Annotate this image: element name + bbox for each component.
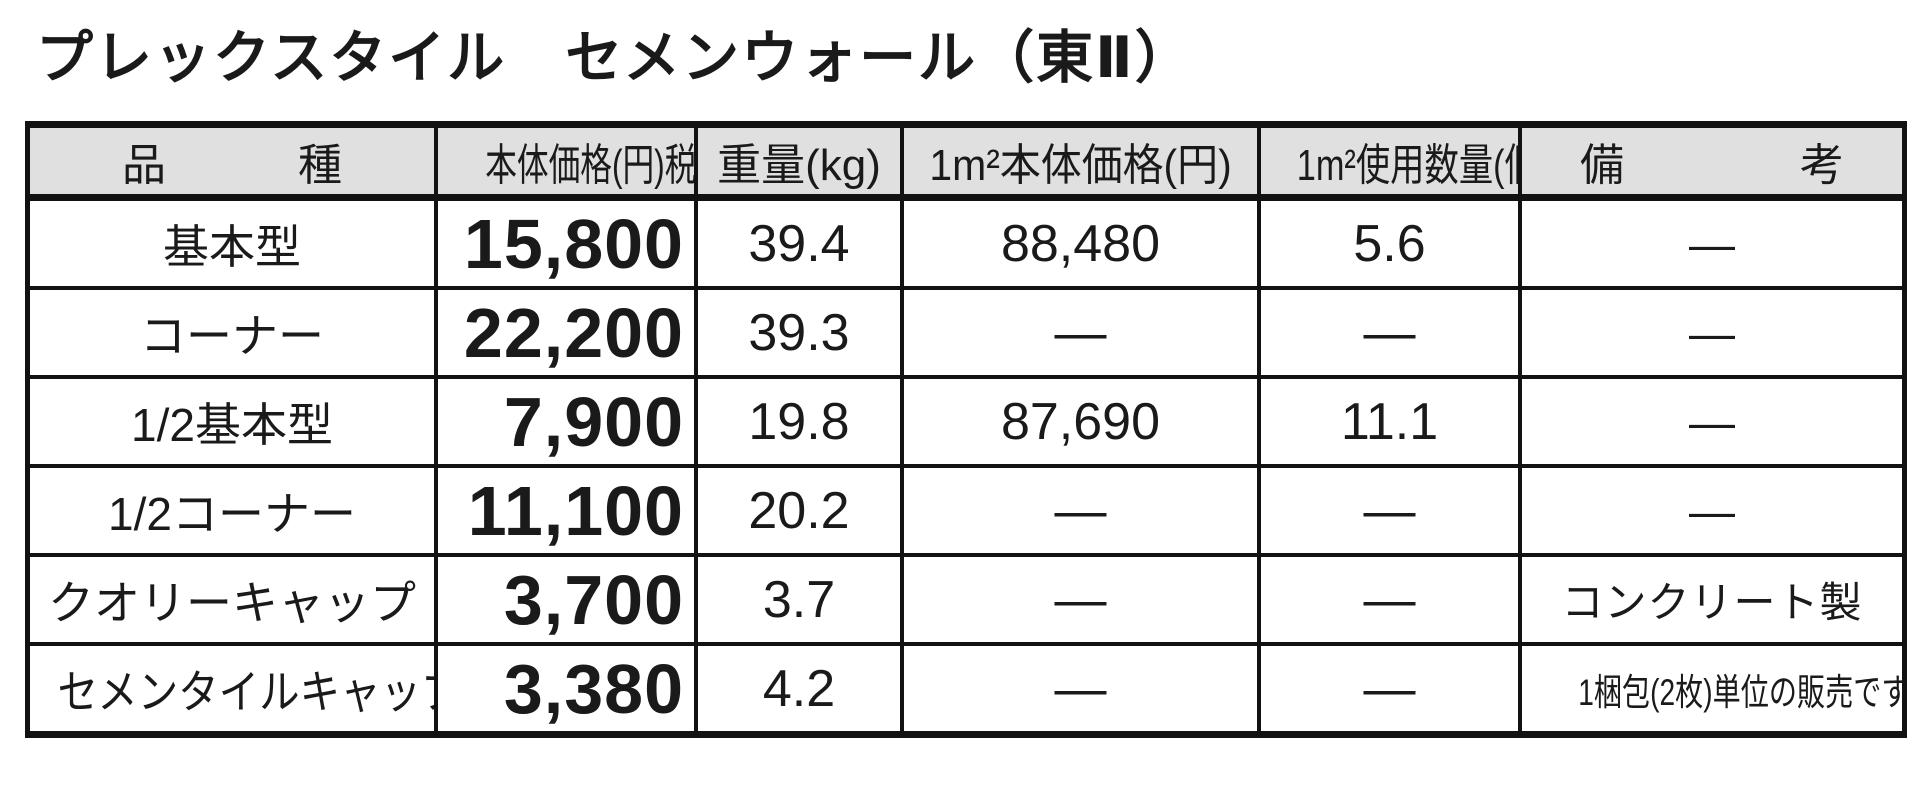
table-row-basic: 基本型 15,800 39.4 88,480 5.6 — (30, 197, 1902, 288)
header-weight-label: 重量(kg) (717, 141, 881, 190)
weight-cell: 39.3 (694, 286, 902, 377)
item-name-cell: 1/2基本型 (30, 375, 436, 466)
price-per-m2-cell: — (900, 286, 1259, 377)
header-price-per-m2: 1m²本体価格(円) (900, 128, 1259, 201)
page-title: プレックスタイル セメンウォール（東Ⅱ） (36, 26, 1194, 90)
header-row: 品 種 本体価格(円)税別 重量(kg) 1m²本体価格(円) 1m²使用数量(… (30, 128, 1902, 201)
price-per-m2-cell: — (900, 553, 1259, 644)
price-cell: 7,900 (434, 375, 696, 466)
qty-per-m2-cell: 11.1 (1257, 375, 1520, 466)
weight-cell: 3.7 (694, 553, 902, 644)
header-remarks-label: 備 考 (1580, 141, 1844, 190)
table-row-cement-tile-cap: セメンタイルキャップ 3,380 4.2 — — 1梱包(2枚)単位の販売です。 (30, 642, 1902, 731)
weight-cell: 20.2 (694, 464, 902, 555)
price-cell: 11,100 (434, 464, 696, 555)
price-cell: 15,800 (434, 197, 696, 288)
header-price-label: 本体価格(円)税別 (485, 141, 696, 190)
header-item-label: 品 種 (122, 141, 342, 190)
weight-cell: 4.2 (694, 642, 902, 731)
qty-per-m2-cell: 5.6 (1257, 197, 1520, 288)
qty-per-m2-cell: — (1257, 464, 1520, 555)
table-body: 基本型 15,800 39.4 88,480 5.6 — コーナー 22,200… (30, 197, 1902, 731)
price-cell: 22,200 (434, 286, 696, 377)
remarks-text: コンクリート製 (1561, 579, 1863, 626)
header-price: 本体価格(円)税別 (434, 128, 696, 201)
header-qty-per-m2-label: 1m²使用数量(個) (1296, 141, 1520, 190)
item-name-cell: 1/2コーナー (30, 464, 436, 555)
header-weight: 重量(kg) (694, 128, 902, 201)
header-remarks: 備 考 (1518, 128, 1902, 201)
header-price-per-m2-label: 1m²本体価格(円) (929, 141, 1232, 190)
price-table-grid: 品 種 本体価格(円)税別 重量(kg) 1m²本体価格(円) 1m²使用数量(… (30, 128, 1902, 731)
qty-per-m2-cell: — (1257, 286, 1520, 377)
header-qty-per-m2: 1m²使用数量(個) (1257, 128, 1520, 201)
qty-per-m2-cell: — (1257, 553, 1520, 644)
remarks-cell: — (1518, 375, 1902, 466)
price-per-m2-cell: — (900, 642, 1259, 731)
table-row-corner: コーナー 22,200 39.3 — — — (30, 286, 1902, 377)
table-row-quarry-cap: クオリーキャップ 3,700 3.7 — — コンクリート製 (30, 553, 1902, 644)
remarks-cell: — (1518, 286, 1902, 377)
item-name-cell: コーナー (30, 286, 436, 377)
remarks-cell: コンクリート製 (1518, 553, 1902, 644)
weight-cell: 39.4 (694, 197, 902, 288)
table-row-half-corner: 1/2コーナー 11,100 20.2 — — — (30, 464, 1902, 555)
remarks-text: 1梱包(2枚)単位の販売です。 (1578, 671, 1902, 713)
item-name-cell: 基本型 (163, 220, 301, 273)
qty-per-m2-cell: — (1257, 642, 1520, 731)
item-name-text: セメンタイルキャップ (57, 665, 436, 718)
price-cell: 3,700 (434, 553, 696, 644)
header-item: 品 種 (30, 128, 436, 201)
price-per-m2-cell: 87,690 (900, 375, 1259, 466)
table-row-half-basic: 1/2基本型 7,900 19.8 87,690 11.1 — (30, 375, 1902, 466)
price-cell: 3,380 (434, 642, 696, 731)
item-name-cell: セメンタイルキャップ (30, 642, 436, 731)
item-name-cell: クオリーキャップ (30, 553, 436, 644)
price-per-m2-cell: 88,480 (900, 197, 1259, 288)
weight-cell: 19.8 (694, 375, 902, 466)
remarks-cell: — (1518, 464, 1902, 555)
price-per-m2-cell: — (900, 464, 1259, 555)
remarks-cell: — (1518, 197, 1902, 288)
remarks-cell: 1梱包(2枚)単位の販売です。 (1518, 642, 1902, 731)
price-table: 品 種 本体価格(円)税別 重量(kg) 1m²本体価格(円) 1m²使用数量(… (25, 121, 1907, 738)
